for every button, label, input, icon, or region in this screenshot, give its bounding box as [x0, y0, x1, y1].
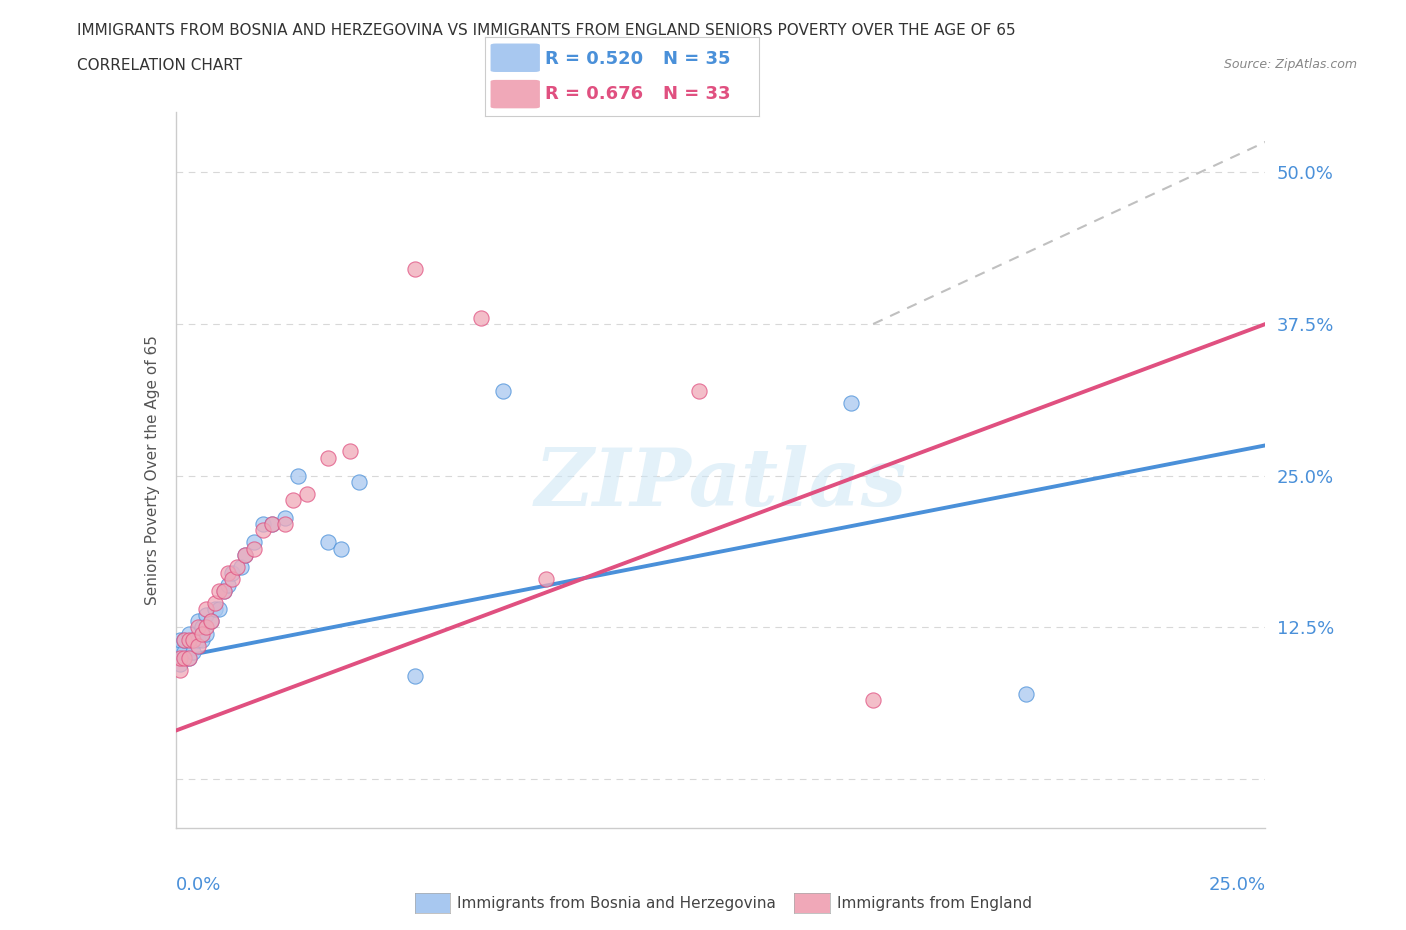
Point — [260, 517, 283, 532]
Point — [274, 511, 297, 525]
Text: R = 0.676: R = 0.676 — [546, 86, 644, 103]
Point — [181, 632, 204, 647]
Point — [405, 669, 427, 684]
Point — [208, 602, 231, 617]
Point — [200, 614, 222, 629]
Point — [492, 383, 515, 398]
Point — [347, 474, 370, 489]
Point — [231, 559, 253, 574]
Point — [235, 547, 257, 562]
Point — [181, 632, 204, 647]
Point — [318, 535, 340, 550]
Point — [173, 632, 195, 647]
Point — [212, 584, 235, 599]
Point — [243, 535, 266, 550]
Point — [200, 614, 222, 629]
Point — [1015, 686, 1038, 701]
Point — [405, 262, 427, 277]
Text: IMMIGRANTS FROM BOSNIA AND HERZEGOVINA VS IMMIGRANTS FROM ENGLAND SENIORS POVERT: IMMIGRANTS FROM BOSNIA AND HERZEGOVINA V… — [77, 23, 1017, 38]
Point — [177, 650, 200, 665]
FancyBboxPatch shape — [491, 80, 540, 109]
Point — [191, 626, 214, 641]
Point — [195, 620, 218, 635]
Point — [212, 584, 235, 599]
Point — [195, 602, 218, 617]
Point — [283, 493, 305, 508]
Text: N = 35: N = 35 — [664, 49, 731, 68]
Point — [217, 565, 239, 580]
Point — [173, 644, 195, 659]
Point — [862, 693, 884, 708]
FancyBboxPatch shape — [491, 44, 540, 72]
Point — [177, 626, 200, 641]
Point — [186, 614, 209, 629]
Point — [204, 596, 226, 611]
Point — [191, 632, 214, 647]
Point — [169, 632, 191, 647]
Point — [191, 620, 214, 635]
Point — [186, 620, 209, 635]
Point — [221, 565, 243, 580]
Point — [173, 632, 195, 647]
Point — [318, 450, 340, 465]
Text: Immigrants from Bosnia and Herzegovina: Immigrants from Bosnia and Herzegovina — [457, 896, 776, 910]
Point — [169, 662, 191, 677]
Point — [181, 644, 204, 659]
Point — [217, 578, 239, 592]
Point — [295, 486, 318, 501]
Point — [330, 541, 353, 556]
Point — [688, 383, 710, 398]
Point — [534, 571, 557, 586]
Text: CORRELATION CHART: CORRELATION CHART — [77, 58, 242, 73]
Point — [221, 571, 243, 586]
Text: Immigrants from England: Immigrants from England — [837, 896, 1032, 910]
Point — [169, 650, 191, 665]
Point — [225, 559, 247, 574]
Text: Source: ZipAtlas.com: Source: ZipAtlas.com — [1223, 58, 1357, 71]
Point — [260, 517, 283, 532]
Text: 25.0%: 25.0% — [1208, 876, 1265, 895]
Point — [235, 547, 257, 562]
Point — [195, 608, 218, 623]
Text: R = 0.520: R = 0.520 — [546, 49, 644, 68]
Point — [252, 523, 274, 538]
Point — [186, 638, 209, 653]
Point — [177, 650, 200, 665]
Point — [339, 444, 361, 458]
Point — [169, 644, 191, 659]
Point — [470, 311, 492, 325]
Text: N = 33: N = 33 — [664, 86, 731, 103]
Point — [186, 632, 209, 647]
Point — [173, 650, 195, 665]
Point — [177, 632, 200, 647]
Text: 0.0%: 0.0% — [176, 876, 221, 895]
Point — [252, 517, 274, 532]
Point — [195, 626, 218, 641]
Point — [287, 469, 309, 484]
Point — [208, 584, 231, 599]
Point — [243, 541, 266, 556]
Text: ZIPatlas: ZIPatlas — [534, 445, 907, 523]
Point — [841, 395, 863, 410]
Point — [169, 657, 191, 671]
Point — [274, 517, 297, 532]
Y-axis label: Seniors Poverty Over the Age of 65: Seniors Poverty Over the Age of 65 — [145, 335, 160, 604]
Point — [204, 602, 226, 617]
